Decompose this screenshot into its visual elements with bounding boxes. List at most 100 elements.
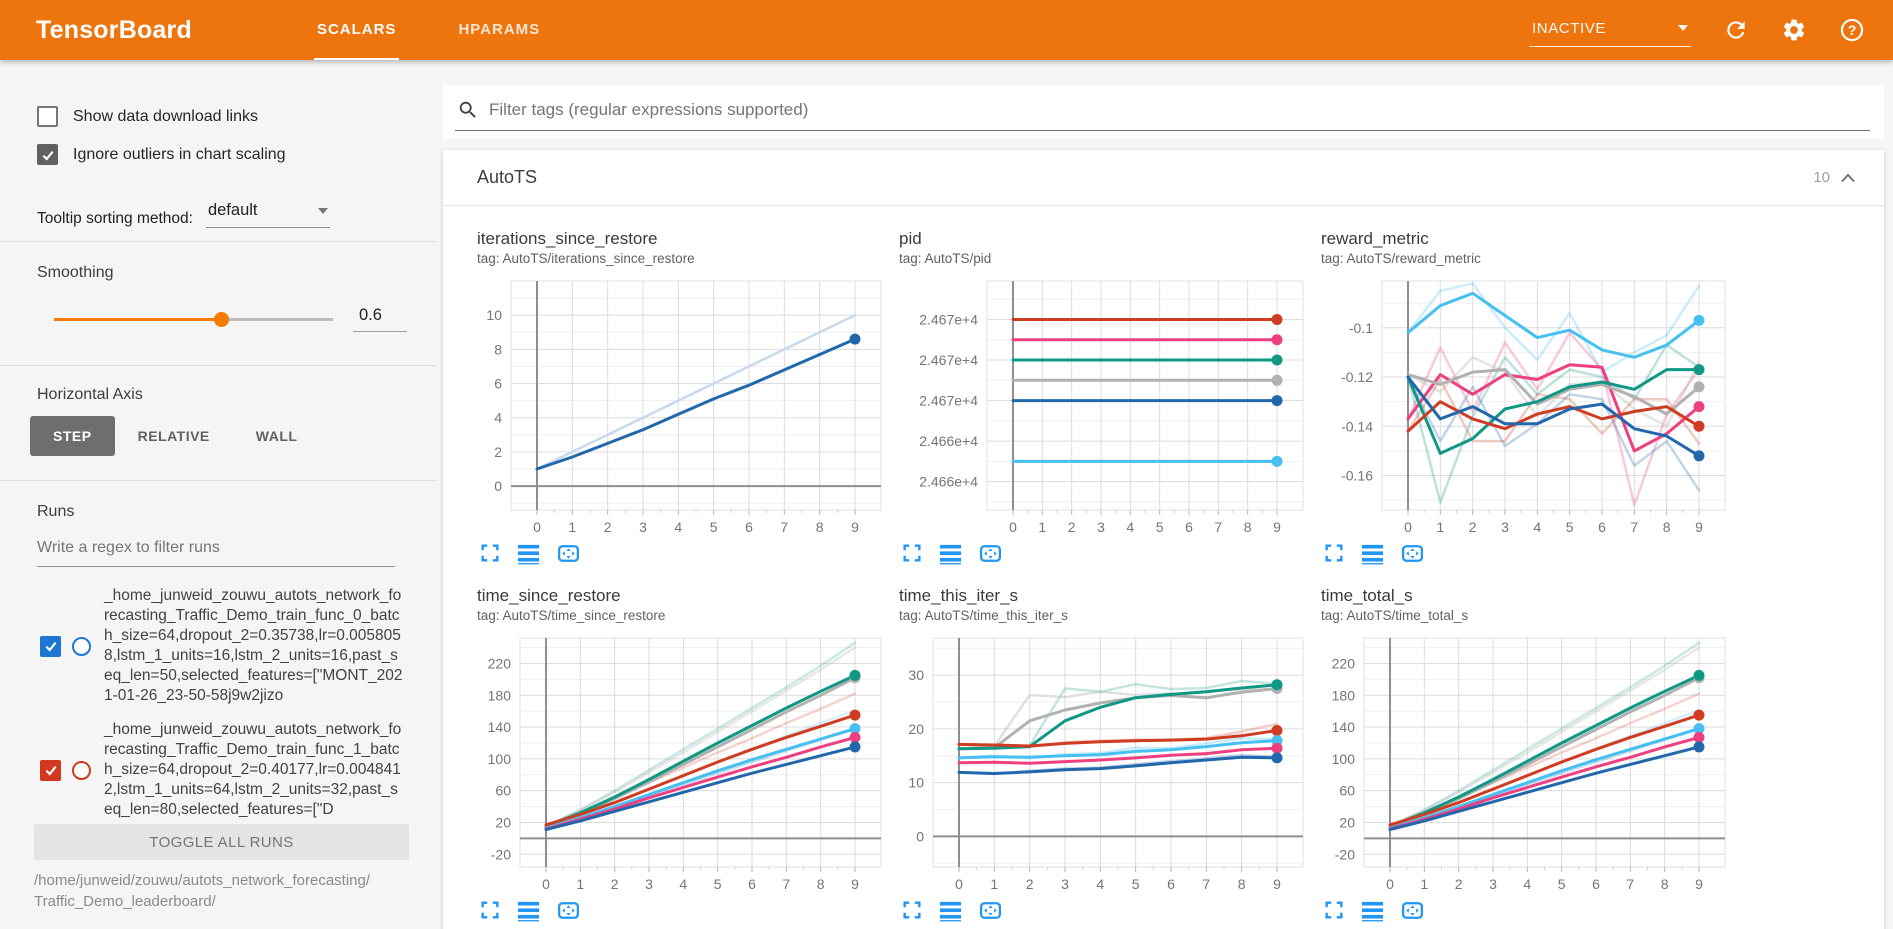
svg-text:1: 1 <box>1038 519 1046 535</box>
chart-plot[interactable]: -20 20 60 100 140 180 220 0 1 2 3 4 5 6 7 8 9 <box>1321 632 1731 894</box>
tab-hparams[interactable]: HPARAMS <box>458 20 541 38</box>
autots-card-header[interactable]: AutoTS 10 <box>443 150 1884 206</box>
svg-text:9: 9 <box>1273 519 1281 535</box>
toggle-all-runs-button[interactable]: TOGGLE ALL RUNS <box>34 824 409 860</box>
expand-icon[interactable] <box>901 898 923 922</box>
svg-text:0: 0 <box>1404 519 1412 535</box>
svg-text:7: 7 <box>1202 876 1210 892</box>
settings-icon[interactable] <box>1781 17 1807 43</box>
run-list-icon[interactable] <box>517 541 540 565</box>
chart-grid: iterations_since_restore tag: AutoTS/ite… <box>443 206 1884 922</box>
chart-time-since-restore: time_since_restore tag: AutoTS/time_sinc… <box>477 585 887 922</box>
svg-text:0: 0 <box>916 828 924 844</box>
svg-text:7: 7 <box>1630 519 1638 535</box>
tooltip-sorting-label: Tooltip sorting method: <box>37 210 193 227</box>
svg-text:2.466e+4: 2.466e+4 <box>919 474 978 490</box>
svg-text:2: 2 <box>1469 519 1477 535</box>
svg-text:3: 3 <box>639 519 647 535</box>
run-name[interactable]: _home_junweid_zouwu_autots_network_forec… <box>104 587 403 704</box>
run-list-icon[interactable] <box>1361 541 1384 565</box>
expand-icon[interactable] <box>901 541 923 565</box>
smoothing-value[interactable]: 0.6 <box>353 306 407 332</box>
run-list-icon[interactable] <box>1361 898 1384 922</box>
expand-icon[interactable] <box>479 898 501 922</box>
runs-filter-input[interactable] <box>37 539 395 557</box>
axis-wall-button[interactable]: WALL <box>255 428 298 444</box>
svg-text:0: 0 <box>533 519 541 535</box>
svg-text:8: 8 <box>1661 876 1669 892</box>
refresh-icon[interactable] <box>1723 17 1749 43</box>
fit-domain-icon[interactable] <box>1400 541 1425 565</box>
chart-plot[interactable]: 0 10 20 30 0 1 2 3 4 5 6 7 8 9 <box>899 632 1309 894</box>
smoothing-slider[interactable] <box>54 311 333 327</box>
chart-title: reward_metric <box>1321 229 1429 248</box>
dropdown-caret-icon <box>1678 25 1688 31</box>
chart-tag: tag: AutoTS/time_this_iter_s <box>899 608 1068 623</box>
run-list-icon[interactable] <box>517 898 540 922</box>
svg-text:20: 20 <box>495 814 511 830</box>
run-checkbox[interactable] <box>40 759 61 781</box>
svg-text:5: 5 <box>1558 876 1566 892</box>
svg-text:2.466e+4: 2.466e+4 <box>919 433 978 449</box>
run-row: _home_junweid_zouwu_autots_network_forec… <box>40 720 435 820</box>
svg-text:10: 10 <box>486 307 502 323</box>
axis-step-button[interactable]: STEP <box>30 416 115 456</box>
axis-relative-button[interactable]: RELATIVE <box>137 428 210 444</box>
smoothing-slider-thumb[interactable] <box>214 311 230 327</box>
svg-text:4: 4 <box>679 876 687 892</box>
run-radio[interactable] <box>72 760 91 780</box>
fit-domain-icon[interactable] <box>556 898 581 922</box>
run-list-icon[interactable] <box>939 541 962 565</box>
chart-reward-metric: reward_metric tag: AutoTS/reward_metric … <box>1321 228 1731 565</box>
chart-tag: tag: AutoTS/reward_metric <box>1321 251 1481 266</box>
filter-tags-bar <box>443 85 1884 139</box>
fit-domain-icon[interactable] <box>1400 898 1425 922</box>
svg-text:6: 6 <box>748 876 756 892</box>
tooltip-sorting-dropdown[interactable]: default <box>205 201 330 228</box>
filter-tags-input[interactable] <box>489 100 1868 120</box>
fit-domain-icon[interactable] <box>978 898 1003 922</box>
svg-text:6: 6 <box>1598 519 1606 535</box>
svg-text:2: 2 <box>604 519 612 535</box>
chart-tag: tag: AutoTS/time_since_restore <box>477 608 666 623</box>
data-status-dropdown[interactable]: INACTIVE <box>1529 14 1691 47</box>
svg-text:?: ? <box>1848 22 1857 38</box>
main-area: AutoTS 10 iterations_since_restore tag: … <box>435 60 1893 929</box>
chart-plot[interactable]: 0 2 4 6 8 10 0 1 2 3 4 5 6 7 8 9 <box>477 275 887 537</box>
chart-title: iterations_since_restore <box>477 229 658 248</box>
chart-toolbar <box>1321 898 1731 922</box>
chart-plot[interactable]: -0.1 -0.12 -0.14 -0.16 0 1 2 3 4 5 6 7 8 9 <box>1321 275 1731 537</box>
horizontal-axis-label: Horizontal Axis <box>37 386 143 403</box>
expand-icon[interactable] <box>479 541 501 565</box>
chart-count: 10 <box>1813 169 1830 186</box>
divider <box>0 241 435 242</box>
show-download-links-checkbox[interactable] <box>37 106 58 127</box>
expand-icon[interactable] <box>1323 898 1345 922</box>
svg-text:2: 2 <box>1026 876 1034 892</box>
chart-title: pid <box>899 229 922 248</box>
log-directory-path: /home/junweid/zouwu/autots_network_forec… <box>34 872 371 910</box>
run-name[interactable]: _home_junweid_zouwu_autots_network_forec… <box>104 721 402 818</box>
ignore-outliers-checkbox[interactable] <box>37 144 58 165</box>
run-list-icon[interactable] <box>939 898 962 922</box>
fit-domain-icon[interactable] <box>978 541 1003 565</box>
chart-plot[interactable]: -20 20 60 100 140 180 220 0 1 2 3 4 5 6 7 8 9 <box>477 632 887 894</box>
svg-text:60: 60 <box>495 783 511 799</box>
svg-text:2.467e+4: 2.467e+4 <box>919 312 978 328</box>
chart-toolbar <box>477 898 887 922</box>
help-icon[interactable]: ? <box>1839 17 1865 43</box>
run-checkbox[interactable] <box>40 635 61 657</box>
svg-text:7: 7 <box>1214 519 1222 535</box>
expand-icon[interactable] <box>1323 541 1345 565</box>
fit-domain-icon[interactable] <box>556 541 581 565</box>
svg-text:3: 3 <box>1061 876 1069 892</box>
dropdown-caret-icon <box>317 207 328 214</box>
chevron-up-icon[interactable] <box>1840 173 1856 183</box>
tab-scalars[interactable]: SCALARS <box>313 0 400 60</box>
svg-text:30: 30 <box>908 667 924 683</box>
app-title: TensorBoard <box>36 15 192 44</box>
run-radio[interactable] <box>72 636 91 656</box>
svg-text:-20: -20 <box>491 846 511 862</box>
search-icon <box>457 99 479 121</box>
chart-plot[interactable]: 2.467e+4 2.467e+4 2.467e+4 2.466e+4 2.466e+4… <box>899 275 1309 537</box>
